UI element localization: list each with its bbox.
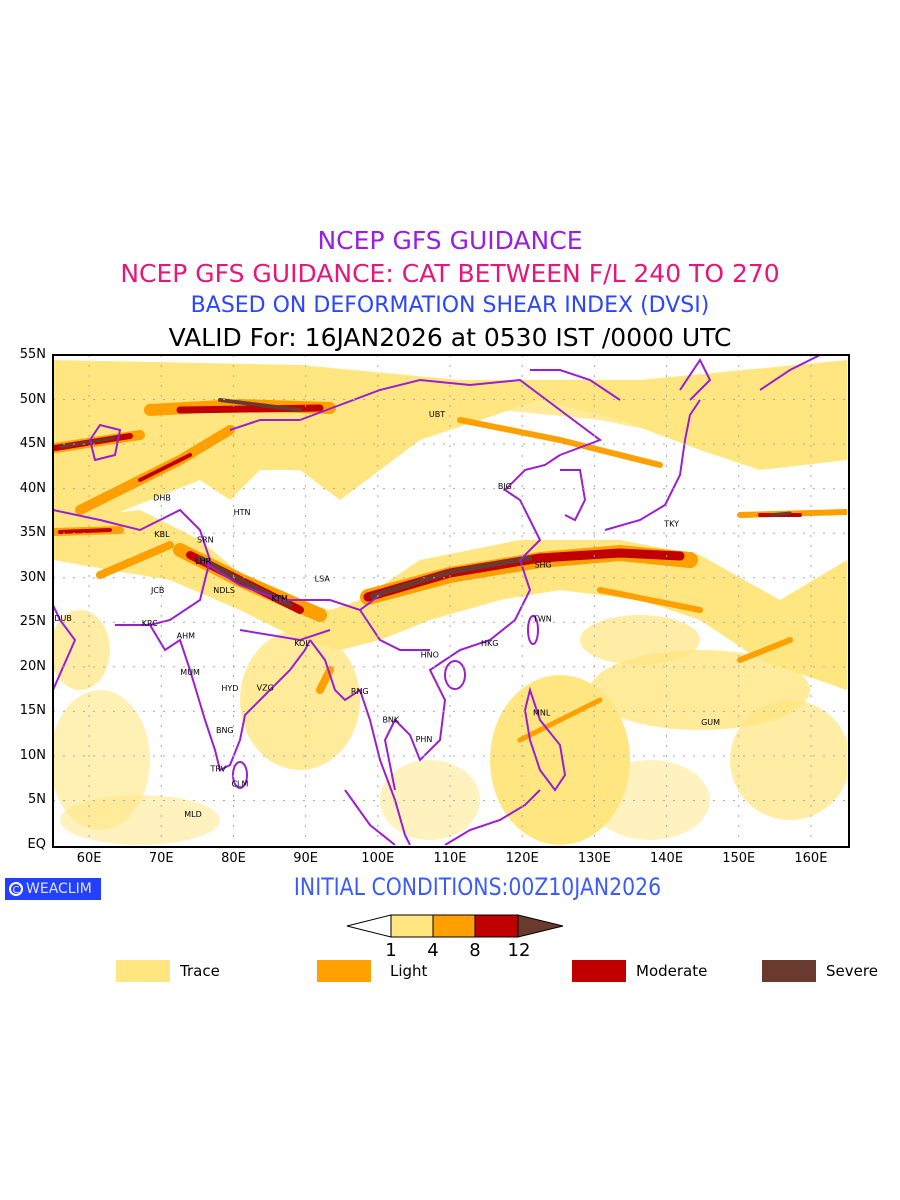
- city-label-dhb: DHB: [153, 494, 171, 503]
- lat-tick-label: 50N: [19, 391, 46, 407]
- city-label-kol: KOL: [294, 639, 310, 648]
- city-label-gum: GUM: [701, 718, 720, 727]
- logo-text: WEACLIM: [26, 881, 92, 897]
- lon-tick-label: 80E: [221, 851, 246, 866]
- colorbar-below-triangle: [346, 914, 392, 938]
- legend-label-trace: Trace: [180, 962, 220, 980]
- legend-label-light: Light: [390, 962, 428, 980]
- lat-tick-label: 55N: [19, 347, 46, 362]
- colorbar-moderate: [474, 914, 519, 938]
- lat-lon-grid: [53, 355, 847, 845]
- city-label-htn: HTN: [234, 508, 251, 517]
- city-label-bjg: BJG: [498, 482, 512, 491]
- city-label-kbl: KBL: [154, 530, 170, 539]
- title-product: NCEP GFS GUIDANCE: CAT BETWEEN F/L 240 T…: [120, 259, 780, 288]
- lon-tick-label: 60E: [76, 851, 102, 866]
- copyright-icon: C: [9, 882, 23, 896]
- city-label-ahm: AHM: [177, 632, 195, 641]
- colorbar-tick: 12: [507, 940, 531, 961]
- city-label-bng: BNG: [216, 726, 234, 735]
- city-label-dub: DUB: [54, 614, 72, 623]
- lat-tick-label: 5N: [28, 792, 46, 808]
- city-label-hkg: HKG: [481, 639, 498, 648]
- lat-tick-label: 20N: [19, 658, 46, 674]
- city-label-twn: TWN: [532, 615, 552, 624]
- city-label-ubt: UBT: [429, 410, 445, 419]
- city-label-tky: TKY: [663, 519, 679, 528]
- coastlines-and-borders: [53, 355, 821, 845]
- lat-tick-label: 25N: [19, 614, 46, 630]
- lon-tick-label: 150E: [722, 851, 756, 866]
- city-label-mnl: MNL: [533, 708, 551, 717]
- lon-tick-label: 110E: [433, 851, 467, 866]
- title-method: BASED ON DEFORMATION SHEAR INDEX (DVSI): [190, 293, 710, 318]
- map-plot: UBT BJG DHB HTN KBL SRN TKY LHR SHG LSA JCB NDLS KTM…: [53, 355, 847, 845]
- lat-tick-label: 35N: [19, 525, 46, 541]
- lat-tick-label: EQ: [27, 837, 46, 852]
- legend-swatch-severe: [762, 960, 816, 982]
- city-label-shg: SHG: [534, 560, 551, 569]
- city-label-trv: TRV: [210, 764, 227, 773]
- plot-frame: [52, 354, 850, 848]
- lon-tick-label: 140E: [650, 851, 684, 866]
- city-labels: UBT BJG DHB HTN KBL SRN TKY LHR SHG LSA JCB NDLS KTM…: [54, 410, 720, 819]
- colorbar-trace: [390, 914, 434, 938]
- city-label-lsa: LSA: [315, 575, 331, 584]
- city-label-bnk: BNK: [382, 715, 399, 724]
- legend-swatch-light: [317, 960, 371, 982]
- city-label-lhr: LHR: [195, 557, 211, 566]
- city-label-clm: CLM: [231, 780, 248, 789]
- lat-tick-label: 15N: [19, 703, 46, 719]
- lon-tick-label: 100E: [361, 851, 395, 866]
- lon-tick-label: 160E: [794, 851, 828, 866]
- legend-label-severe: Severe: [826, 962, 878, 980]
- city-label-vzg: VZG: [257, 683, 274, 692]
- city-label-mld: MLD: [184, 810, 202, 819]
- city-label-hno: HNO: [421, 650, 439, 659]
- legend-swatch-moderate: [572, 960, 626, 982]
- title-main: NCEP GFS GUIDANCE: [317, 226, 583, 255]
- city-label-phn: PHN: [416, 735, 433, 744]
- lon-tick-label: 120E: [505, 851, 539, 866]
- city-label-krc: KRC: [142, 619, 158, 628]
- city-label-srn: SRN: [197, 535, 214, 544]
- weaclim-logo: C WEACLIM: [5, 878, 101, 900]
- lat-tick-label: 10N: [19, 747, 46, 763]
- lat-tick-label: 40N: [19, 480, 46, 496]
- colorbar-light: [432, 914, 476, 938]
- city-label-rng: RNG: [351, 687, 369, 696]
- turbulence-bands: [53, 398, 847, 743]
- colorbar-tick: 1: [385, 940, 397, 961]
- legend-label-moderate: Moderate: [636, 962, 708, 980]
- lon-tick-label: 90E: [293, 851, 318, 866]
- colorbar: [346, 914, 564, 938]
- colorbar-severe-triangle: [517, 914, 564, 938]
- city-label-hyd: HYD: [221, 684, 238, 693]
- title-valid-time: VALID For: 16JAN2026 at 0530 IST /0000 U…: [168, 323, 732, 352]
- city-label-ndls: NDLS: [213, 586, 235, 595]
- city-label-mum: MUM: [180, 668, 200, 677]
- lat-tick-label: 30N: [19, 569, 46, 585]
- city-label-ktm: KTM: [271, 594, 288, 603]
- colorbar-tick: 8: [469, 940, 481, 961]
- colorbar-tick: 4: [427, 940, 439, 961]
- lon-tick-label: 70E: [148, 851, 174, 866]
- initial-conditions: INITIAL CONDITIONS:00Z10JAN2026: [293, 873, 662, 901]
- lat-tick-label: 45N: [19, 436, 46, 452]
- lon-tick-label: 130E: [577, 851, 611, 866]
- city-label-jcb: JCB: [150, 586, 164, 595]
- legend-swatch-trace: [116, 960, 170, 982]
